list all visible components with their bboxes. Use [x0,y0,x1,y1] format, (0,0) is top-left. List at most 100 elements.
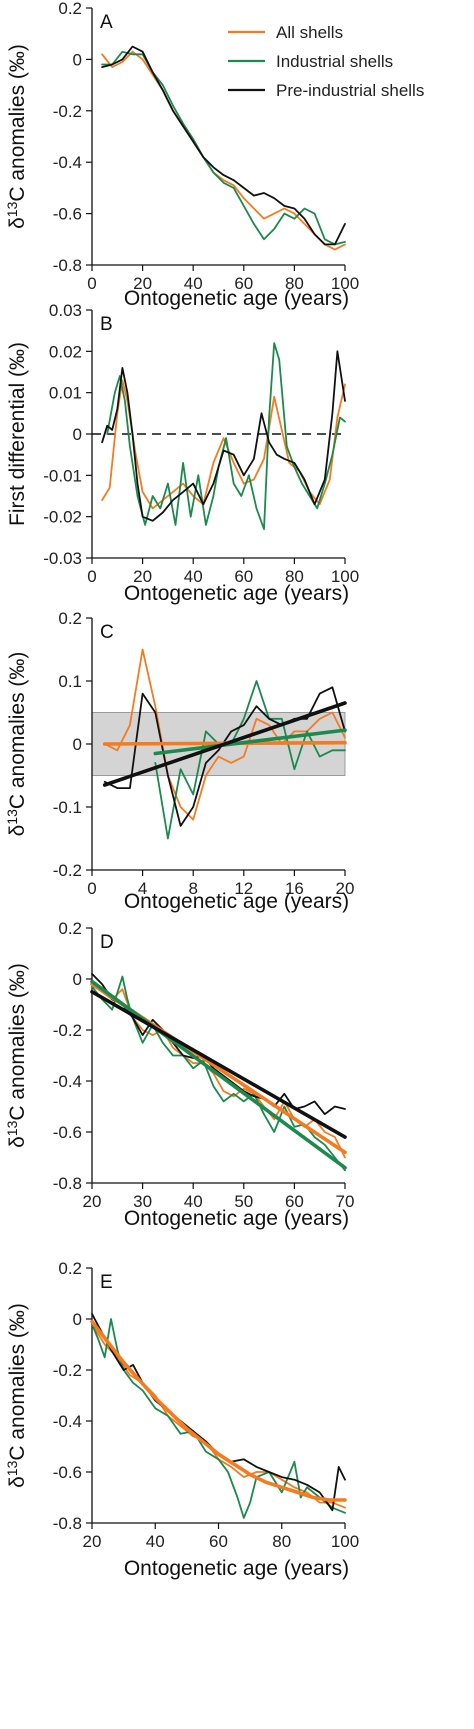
x-tick-label: 80 [285,274,304,293]
x-axis-title: Ontogenetic age (years) [124,1207,349,1230]
y-tick-label: -0.2 [53,861,82,880]
y-tick-label: -0.4 [53,1072,82,1091]
panel-e: -0.8 -0.6 -0.4 -0.2 0 0.2 20 40 60 80 100 Ontogenet… [4,1259,359,1580]
panel-letter: A [100,12,113,33]
y-tick-label: 0 [73,1310,82,1329]
y-tick-label: -0.6 [53,205,82,224]
y-tick-label: -0.2 [53,102,82,121]
y-tick-label: -0.2 [53,1361,82,1380]
x-tick-label: 30 [133,1192,152,1211]
panel-a: -0.8 -0.6 -0.4 -0.2 0 0.2 0 20 40 60 80 100Ontogene… [4,0,424,310]
fit-line-pre-industrial-shells [90,989,347,1139]
x-tick-label: 80 [285,567,304,586]
x-tick-label: 60 [234,274,253,293]
x-axis-title: Ontogenetic age (years) [124,287,349,310]
x-tick-label: 4 [138,879,147,898]
y-axis-title: δ13C anomalies (‰) [4,44,29,229]
legend-label-pre-industrial-shells: Pre-industrial shells [276,81,424,100]
panel-letter: D [100,932,114,953]
x-tick-label: 100 [331,274,359,293]
y-tick-label: 0.2 [58,0,82,18]
y-tick-label: -0.4 [53,1412,82,1431]
panel-letter: B [100,314,113,335]
x-tick-label: 20 [133,274,152,293]
series-line-all-shells [91,1323,346,1509]
x-tick-label: 100 [331,567,359,586]
x-tick-label: 20 [336,879,355,898]
y-tick-label: 0.01 [49,384,82,403]
x-tick-label: 0 [87,879,96,898]
series-line-pre-industrial-shells [91,973,346,1116]
x-tick-label: 40 [184,567,203,586]
y-tick-label: -0.8 [53,1174,82,1193]
y-tick-label: 0.2 [58,609,82,628]
y-tick-label: 0 [73,425,82,444]
x-tick-label: 100 [331,1532,359,1551]
y-tick-label: 0.2 [58,919,82,938]
y-tick-label: -0.4 [53,153,82,172]
y-tick-label: 0 [73,50,82,69]
y-tick-label: 0 [73,735,82,754]
fit-line-pre-industrial-shells [102,701,347,787]
series-line-industrial-shells [106,342,346,530]
y-axis-title: δ13C anomalies (‰) [4,963,29,1148]
y-axis-title: δ13C anomalies (‰) [4,652,29,837]
x-tick-label: 60 [285,1192,304,1211]
y-tick-label: -0.01 [43,466,82,485]
x-axis-title: Ontogenetic age (years) [124,582,349,605]
x-tick-label: 70 [336,1192,355,1211]
x-tick-label: 40 [184,1192,203,1211]
y-tick-label: 0 [73,970,82,989]
y-tick-label: 0.2 [58,1259,82,1278]
legend-label-all-shells: All shells [276,23,343,42]
y-tick-label: -0.1 [53,798,82,817]
x-tick-label: 12 [234,879,253,898]
panel-letter: E [100,1272,113,1293]
series-line-pre-industrial-shells [103,686,346,827]
series-line-all-shells [101,50,346,251]
y-tick-label: -0.8 [53,1514,82,1533]
x-tick-label: 40 [146,1532,165,1551]
series-line-all-shells [103,648,346,821]
legend-label-industrial-shells: Industrial shells [276,52,393,71]
x-axis-title: Ontogenetic age (years) [124,890,349,913]
fit-line-industrial-shells [90,979,347,1170]
y-axis-title: First differential (‰) [6,342,29,526]
y-tick-label: -0.03 [43,549,82,568]
fit-line-all-shells [90,1319,347,1502]
series-line-pre-industrial-shells [101,350,346,522]
y-tick-label: -0.2 [53,1021,82,1040]
x-tick-label: 20 [83,1192,102,1211]
x-tick-label: 8 [188,879,197,898]
y-axis-title: δ13C anomalies (‰) [4,1303,29,1488]
panel-d: -0.8 -0.6 -0.4 -0.2 0 0.2 20 30 40 50 60 70Ontogene… [4,919,354,1230]
x-tick-label: 40 [184,274,203,293]
y-tick-label: 0.03 [49,301,82,320]
x-tick-label: 20 [83,1532,102,1551]
series-line-industrial-shells [101,50,346,246]
y-tick-label: -0.8 [53,256,82,275]
x-tick-label: 60 [209,1532,228,1551]
panel-letter: C [100,622,114,643]
x-tick-label: 50 [234,1192,253,1211]
x-tick-label: 0 [87,274,96,293]
series-line-industrial-shells [91,1318,346,1519]
x-tick-label: 80 [272,1532,291,1551]
y-tick-label: -0.6 [53,1463,82,1482]
y-tick-label: -0.02 [43,508,82,527]
y-tick-label: 0.02 [49,342,82,361]
y-tick-label: 0.1 [58,672,82,691]
x-axis-title: Ontogenetic age (years) [124,1557,349,1580]
x-tick-label: 20 [133,567,152,586]
y-tick-label: -0.6 [53,1123,82,1142]
fit-line-industrial-shells [153,728,347,756]
series-line-pre-industrial-shells [101,45,346,246]
panel-b: -0.03 -0.02 -0.01 0 0.01 0.02 0.03 0 20 40 60 80 100… [6,301,359,605]
x-tick-label: 60 [234,567,253,586]
legend: All shells Industrial shells Pre-industria… [228,23,424,100]
series-line-pre-industrial-shells [91,1313,346,1512]
x-tick-label: 0 [87,567,96,586]
x-tick-label: 16 [285,879,304,898]
